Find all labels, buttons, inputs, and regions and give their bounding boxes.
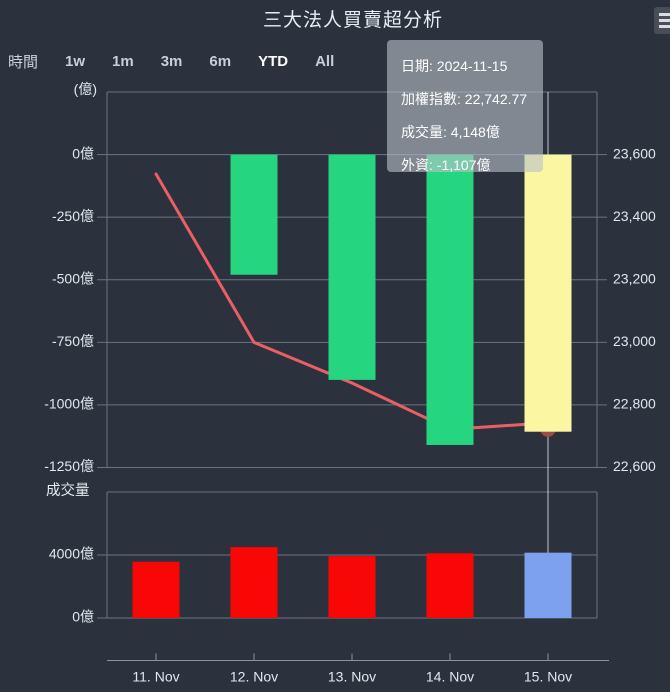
volume-bar[interactable]: [132, 561, 180, 618]
left-axis-tick-label: 0億: [72, 145, 94, 161]
range-selector: 時間 1w 1m 3m 6m YTD All: [8, 50, 334, 72]
right-axis-tick-label: 22,800: [613, 396, 656, 412]
foreign-bar-series[interactable]: [230, 154, 572, 445]
left-axis-tick-label: -750億: [52, 333, 94, 349]
range-button-6m[interactable]: 6m: [209, 52, 232, 70]
volume-axis-tick-label: 0億: [72, 609, 94, 625]
date-axis-label: 13. Nov: [328, 669, 376, 685]
main-bar[interactable]: [524, 154, 572, 432]
tooltip-volume-row: 成交量: 4,148億: [401, 124, 500, 140]
axes-grid: 0億 23,600 -250億 23,400 -500億 23,200 -750億 23,00…: [44, 91, 656, 625]
date-axis: 11. Nov 12. Nov 13. Nov 14. Nov 15. Nov: [107, 653, 609, 685]
context-menu-button[interactable]: [654, 7, 670, 34]
left-axis-tick-label: -1000億: [44, 396, 94, 412]
chart-tooltip: 日期: 2024-11-15 加權指數: 22,742.77 成交量: 4,14…: [387, 40, 543, 173]
volume-axis-tick-label: 4000億: [49, 546, 94, 562]
volume-bar[interactable]: [426, 553, 474, 618]
range-button-3m[interactable]: 3m: [160, 52, 183, 70]
left-axis-title: (億): [73, 81, 97, 97]
range-button-1m[interactable]: 1m: [112, 52, 134, 70]
range-button-1w[interactable]: 1w: [65, 52, 86, 70]
index-line[interactable]: [154, 172, 550, 431]
volume-bar[interactable]: [524, 552, 572, 618]
chart-title: 三大法人買賣超分析: [262, 10, 443, 31]
hamburger-icon: [659, 13, 670, 16]
left-axis-tick-label: -1250億: [44, 458, 94, 474]
hamburger-icon: [659, 19, 670, 22]
volume-bar[interactable]: [230, 547, 278, 618]
tooltip-date-row: 日期: 2024-11-15: [401, 58, 508, 74]
volume-bar[interactable]: [328, 556, 376, 618]
tooltip-foreign-row: 外資: -1,107億: [401, 157, 491, 173]
volume-bar-series[interactable]: [132, 547, 572, 618]
left-axis-tick-label: -500億: [52, 270, 94, 286]
range-button-all[interactable]: All: [315, 52, 335, 70]
right-axis-tick-label: 23,600: [613, 145, 656, 161]
date-axis-label: 11. Nov: [132, 669, 179, 685]
tooltip-index-row: 加權指數: 22,742.77: [401, 91, 528, 107]
volume-axis-title: 成交量: [46, 483, 90, 499]
right-axis-tick-label: 23,200: [613, 270, 656, 286]
left-axis-tick-label: -250億: [52, 208, 94, 224]
main-bar[interactable]: [230, 154, 278, 275]
main-bar[interactable]: [426, 154, 474, 445]
hamburger-icon: [659, 25, 670, 28]
right-axis-tick-label: 22,600: [613, 458, 656, 474]
range-selector-label: 時間: [8, 53, 39, 71]
right-axis-tick-label: 23,000: [613, 333, 656, 349]
main-bar[interactable]: [328, 154, 376, 380]
date-axis-label: 14. Nov: [426, 669, 474, 685]
range-button-ytd[interactable]: YTD: [258, 52, 289, 70]
date-axis-label: 12. Nov: [230, 669, 278, 685]
date-axis-label: 15. Nov: [524, 669, 572, 685]
right-axis-tick-label: 23,400: [613, 208, 656, 224]
